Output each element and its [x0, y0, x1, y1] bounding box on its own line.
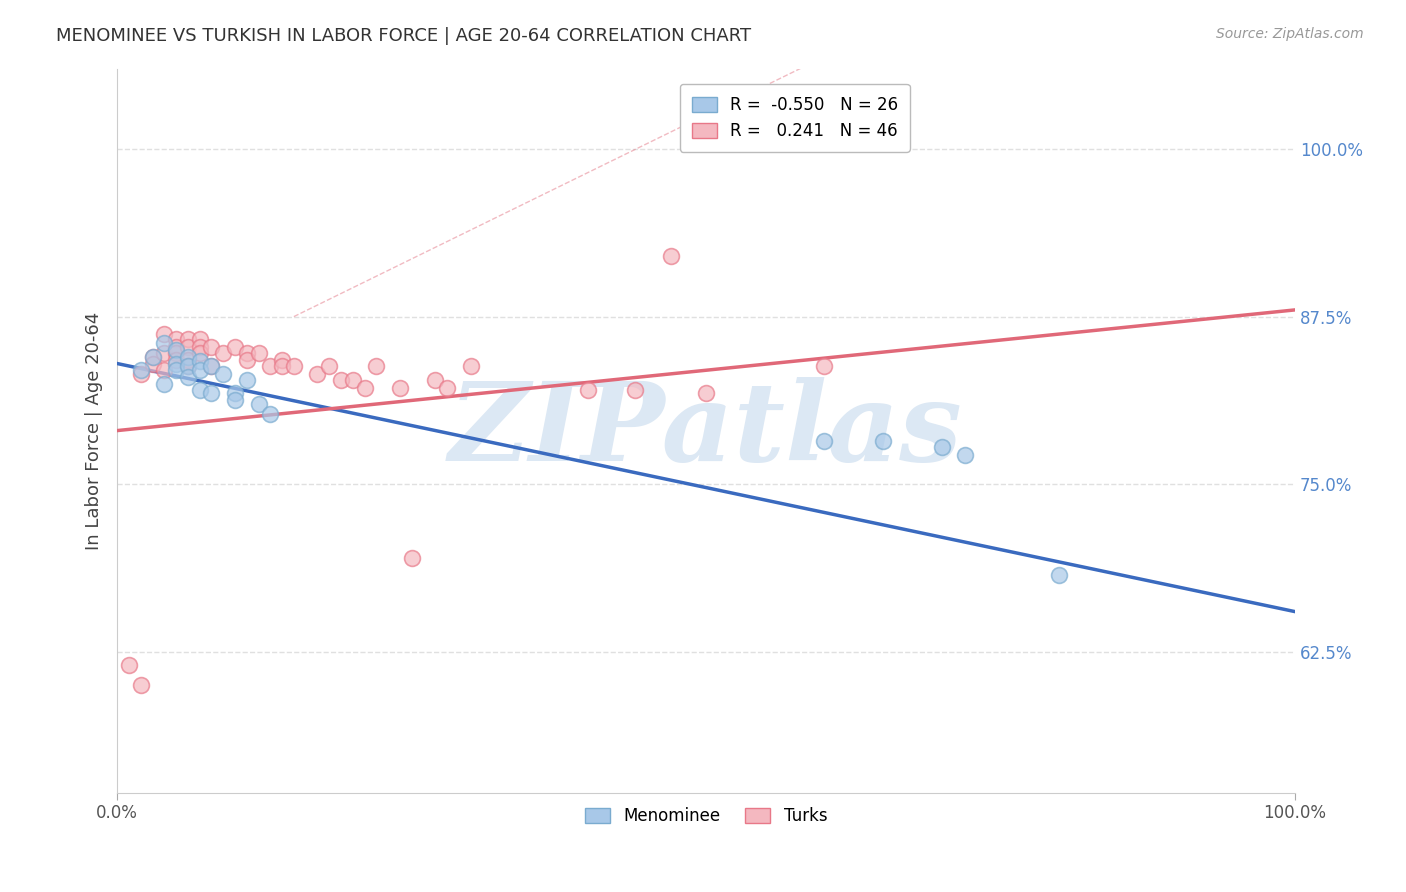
Point: [165, 352, 187, 367]
Legend: Menominee, Turks: Menominee, Turks: [575, 797, 838, 835]
Text: ZIPatlas: ZIPatlas: [449, 376, 963, 484]
Point: [271, 352, 294, 367]
Text: MENOMINEE VS TURKISH IN LABOR FORCE | AGE 20-64 CORRELATION CHART: MENOMINEE VS TURKISH IN LABOR FORCE | AG…: [56, 27, 751, 45]
Point: [165, 346, 187, 360]
Point: [931, 440, 953, 454]
Point: [813, 359, 835, 374]
Point: [177, 370, 200, 384]
Point: [259, 408, 281, 422]
Point: [353, 381, 375, 395]
Point: [212, 346, 235, 360]
Point: [401, 551, 423, 566]
Point: [224, 392, 246, 407]
Point: [235, 346, 257, 360]
Point: [188, 363, 211, 377]
Point: [436, 381, 458, 395]
Point: [129, 678, 152, 692]
Point: [813, 434, 835, 449]
Point: [177, 341, 200, 355]
Point: [153, 346, 176, 360]
Point: [141, 350, 163, 364]
Point: [259, 359, 281, 374]
Point: [177, 352, 200, 367]
Point: [200, 359, 222, 374]
Point: [872, 434, 894, 449]
Point: [425, 373, 447, 387]
Point: [247, 346, 270, 360]
Point: [177, 332, 200, 346]
Point: [271, 359, 294, 374]
Point: [955, 448, 977, 462]
Point: [366, 359, 388, 374]
Point: [129, 368, 152, 382]
Point: [235, 352, 257, 367]
Point: [307, 368, 329, 382]
Point: [200, 359, 222, 374]
Point: [318, 359, 340, 374]
Point: [212, 368, 235, 382]
Point: [388, 381, 411, 395]
Point: [177, 359, 200, 374]
Point: [224, 386, 246, 401]
Point: [165, 343, 187, 358]
Point: [283, 359, 305, 374]
Point: [165, 341, 187, 355]
Point: [153, 363, 176, 377]
Point: [153, 336, 176, 351]
Point: [188, 346, 211, 360]
Point: [188, 332, 211, 346]
Point: [224, 341, 246, 355]
Point: [165, 363, 187, 377]
Point: [177, 350, 200, 364]
Point: [659, 249, 682, 263]
Y-axis label: In Labor Force | Age 20-64: In Labor Force | Age 20-64: [86, 311, 103, 549]
Point: [165, 357, 187, 371]
Point: [165, 332, 187, 346]
Text: Source: ZipAtlas.com: Source: ZipAtlas.com: [1216, 27, 1364, 41]
Point: [695, 386, 717, 401]
Point: [1049, 568, 1071, 582]
Point: [118, 658, 141, 673]
Point: [576, 384, 599, 398]
Point: [247, 397, 270, 411]
Point: [460, 359, 482, 374]
Point: [141, 357, 163, 371]
Point: [188, 341, 211, 355]
Point: [624, 384, 647, 398]
Point: [153, 326, 176, 341]
Point: [200, 386, 222, 401]
Point: [129, 363, 152, 377]
Point: [153, 376, 176, 391]
Point: [235, 373, 257, 387]
Point: [188, 384, 211, 398]
Point: [330, 373, 353, 387]
Point: [188, 354, 211, 368]
Point: [141, 350, 163, 364]
Point: [200, 341, 222, 355]
Point: [342, 373, 364, 387]
Point: [177, 359, 200, 374]
